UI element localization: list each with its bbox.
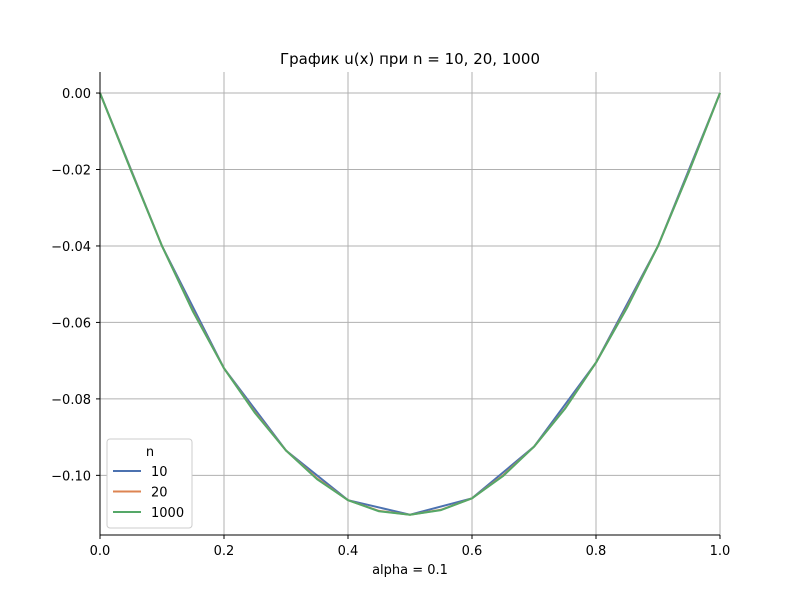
legend-items: 10 20 1000	[113, 465, 184, 521]
legend-label-10: 10	[151, 465, 168, 480]
legend-box	[106, 438, 193, 529]
x-tick-label: 0.2	[214, 544, 235, 559]
x-axis-ticks: 0.0 0.2 0.4 0.6 0.8 1.0	[90, 535, 731, 559]
y-tick-label: −0.10	[51, 469, 91, 484]
y-tick-label: −0.06	[51, 316, 91, 331]
y-tick-label: 0.00	[62, 87, 91, 102]
y-tick-label: −0.08	[51, 393, 91, 408]
legend-title: n	[146, 445, 154, 460]
x-tick-label: 0.0	[90, 544, 111, 559]
x-tick-label: 1.0	[710, 544, 731, 559]
legend-label-20: 20	[151, 486, 168, 501]
legend-label-1000: 1000	[151, 506, 184, 521]
plot-series	[99, 92, 721, 516]
chart-title: График u(x) при n = 10, 20, 1000	[280, 50, 540, 68]
x-tick-label: 0.4	[338, 544, 359, 559]
y-tick-label: −0.02	[51, 163, 91, 178]
y-axis-ticks: 0.00 −0.02 −0.04 −0.06 −0.08 −0.10	[51, 87, 100, 484]
series-line-10	[99, 92, 721, 516]
x-tick-label: 0.8	[586, 544, 607, 559]
legend: n 10 20 1000	[106, 438, 193, 529]
x-axis-label: alpha = 0.1	[372, 563, 448, 578]
x-tick-label: 0.6	[462, 544, 483, 559]
series-line-1000	[99, 92, 721, 516]
y-tick-label: −0.04	[51, 240, 91, 255]
axes	[99, 72, 720, 536]
